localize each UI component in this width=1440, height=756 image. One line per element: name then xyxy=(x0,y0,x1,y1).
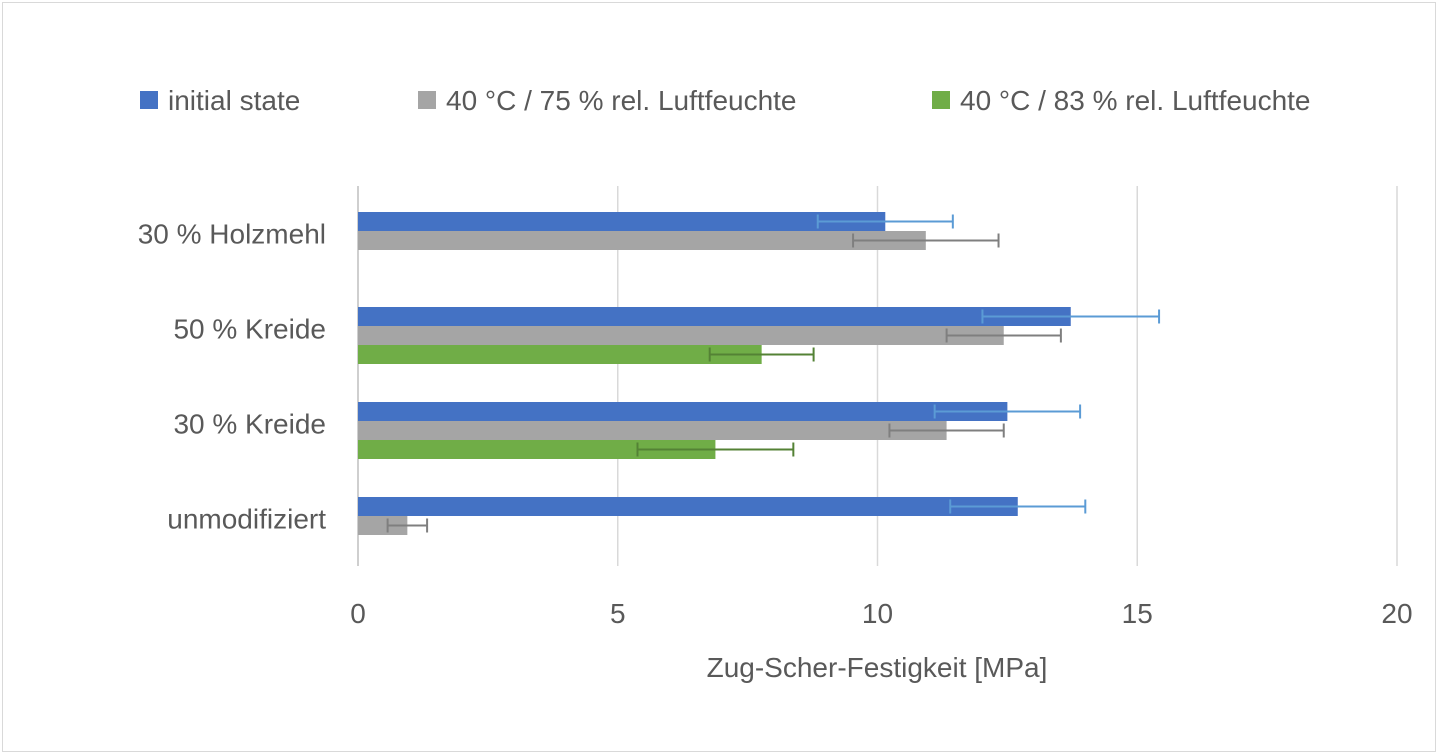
legend-swatch xyxy=(932,91,950,109)
bar xyxy=(358,345,762,364)
bar xyxy=(358,326,1004,345)
category-label: 30 % Holzmehl xyxy=(138,219,326,250)
bars xyxy=(358,212,1071,535)
bar xyxy=(358,231,926,250)
bar xyxy=(358,307,1071,326)
legend-swatch xyxy=(418,91,436,109)
category-label: 30 % Kreide xyxy=(173,409,326,440)
x-tick-label: 5 xyxy=(610,598,626,629)
bar xyxy=(358,402,1008,421)
legend-swatch xyxy=(140,91,158,109)
error-bars xyxy=(386,214,1161,533)
x-tick-label: 10 xyxy=(862,598,893,629)
bar xyxy=(358,421,947,440)
legend: initial state 40 °C / 75 % rel. Luftfeuch… xyxy=(140,85,1311,116)
bar xyxy=(358,212,886,231)
category-label: 50 % Kreide xyxy=(173,314,326,345)
x-tick-label: 20 xyxy=(1381,598,1412,629)
bar xyxy=(358,440,716,459)
bar xyxy=(358,516,408,535)
bar xyxy=(358,497,1018,516)
category-labels: 30 % Holzmehl 50 % Kreide 30 % Kreide unmod… xyxy=(138,219,327,535)
legend-label: 40 °C / 83 % rel. Luftfeuchte xyxy=(960,85,1311,116)
category-label: unmodifiziert xyxy=(167,504,326,535)
x-axis-title: Zug-Scher-Festigkeit [MPa] xyxy=(707,652,1048,683)
x-tick-label: 0 xyxy=(350,598,366,629)
legend-label: initial state xyxy=(168,85,300,116)
legend-label: 40 °C / 75 % rel. Luftfeuchte xyxy=(446,85,797,116)
x-tick-labels: 0 5 10 15 20 xyxy=(350,598,1412,629)
x-tick-label: 15 xyxy=(1122,598,1153,629)
